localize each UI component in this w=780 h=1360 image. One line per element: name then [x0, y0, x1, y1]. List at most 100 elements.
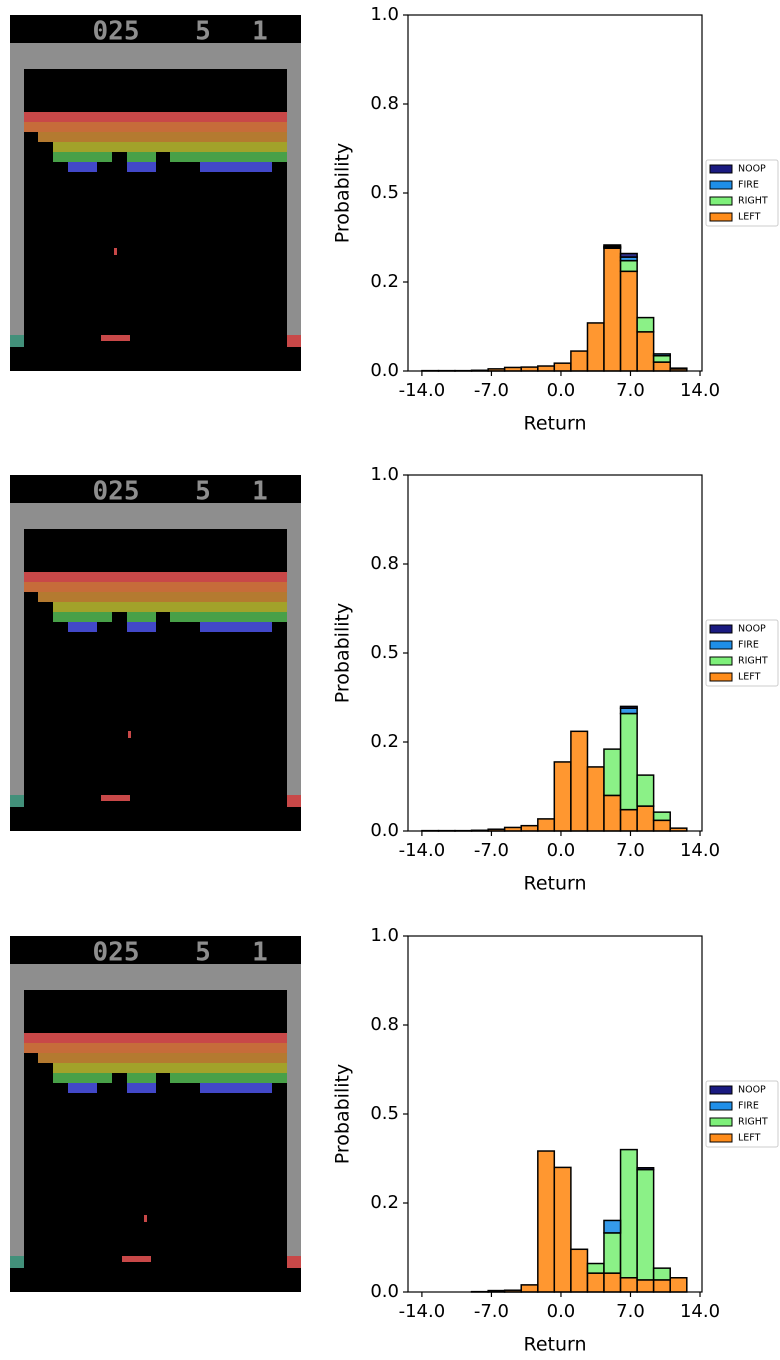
- legend-swatch: [709, 656, 733, 666]
- top-wall: [10, 43, 301, 69]
- bar: [520, 1284, 539, 1293]
- bar: [636, 1167, 655, 1171]
- legend-swatch: [709, 640, 733, 650]
- bar: [652, 353, 671, 357]
- score-text: 025: [93, 938, 140, 968]
- score-text: 5: [195, 477, 211, 507]
- brick-row: [38, 1053, 287, 1063]
- paddle: [122, 1256, 151, 1262]
- screen: [10, 475, 301, 831]
- brick-row: [38, 132, 287, 142]
- brick-row: [24, 122, 287, 132]
- legend-swatch: [709, 1133, 733, 1143]
- bar: [652, 1267, 671, 1281]
- y-tick-label: 0.8: [370, 93, 399, 114]
- y-tick-label: 0.2: [370, 271, 399, 292]
- bar: [619, 808, 638, 832]
- bar: [586, 322, 605, 372]
- x-tick-label: -7.0: [474, 840, 509, 861]
- brick-row: [24, 572, 287, 582]
- bar: [636, 774, 655, 807]
- brick-row: [38, 592, 287, 602]
- bar: [553, 761, 572, 832]
- x-tick-label: 7.0: [616, 1301, 645, 1322]
- brick-row: [53, 602, 287, 612]
- x-tick-label: -14.0: [399, 380, 446, 401]
- brick-row: [24, 1033, 287, 1043]
- ball: [128, 731, 131, 738]
- brick-row: [24, 1043, 287, 1053]
- legend-label: NOOP: [738, 624, 766, 635]
- y-tick-label: 1.0: [370, 4, 399, 25]
- score-text: 025: [93, 477, 140, 507]
- right-wall: [287, 990, 301, 1268]
- brick-row: [200, 162, 272, 172]
- legend-label: RIGHT: [738, 1117, 768, 1128]
- brick-row: [68, 1083, 97, 1093]
- brick-row: [53, 1063, 287, 1073]
- ball: [114, 248, 117, 255]
- legend-label: LEFT: [738, 212, 761, 223]
- bar: [603, 748, 622, 797]
- screen: [10, 936, 301, 1292]
- legend-swatch: [709, 164, 733, 174]
- right-wall: [287, 69, 301, 347]
- brick-row: [24, 582, 287, 592]
- bar: [603, 1272, 622, 1293]
- legend-label: RIGHT: [738, 656, 768, 667]
- score-text: 5: [195, 17, 211, 47]
- bar: [619, 270, 638, 372]
- legend-swatch: [709, 196, 733, 206]
- brick-row: [170, 152, 287, 162]
- bar: [619, 705, 638, 709]
- wall-base: [287, 335, 301, 347]
- bar: [652, 354, 671, 363]
- score-text: 1: [252, 477, 268, 507]
- paddle: [101, 335, 130, 341]
- bar: [603, 1232, 622, 1274]
- paddle: [101, 795, 130, 801]
- brick-row: [127, 162, 156, 172]
- legend-label: LEFT: [738, 672, 761, 683]
- y-tick-label: 0.5: [370, 182, 399, 203]
- bar: [619, 259, 638, 273]
- brick-row: [53, 152, 112, 162]
- wall-base: [10, 335, 24, 347]
- y-axis-label: Probability: [332, 1064, 354, 1164]
- bar: [570, 1248, 589, 1293]
- legend-swatch: [709, 1085, 733, 1095]
- bar: [636, 1279, 655, 1293]
- x-tick-label: 0.0: [547, 1301, 576, 1322]
- x-tick-label: 0.0: [547, 380, 576, 401]
- x-tick-label: 14.0: [680, 1301, 720, 1322]
- y-tick-label: 0.2: [370, 731, 399, 752]
- legend-label: RIGHT: [738, 196, 768, 207]
- brick-row: [68, 162, 97, 172]
- brick-row: [127, 612, 156, 622]
- bar: [603, 244, 622, 248]
- brick-row: [53, 1073, 112, 1083]
- bar: [553, 1166, 572, 1293]
- brick-row: [53, 612, 112, 622]
- score-text: 5: [195, 938, 211, 968]
- legend-box: [705, 159, 779, 227]
- x-axis-label: Return: [523, 1334, 586, 1356]
- bar: [603, 1219, 622, 1234]
- brick-row: [24, 112, 287, 122]
- x-tick-label: -7.0: [474, 380, 509, 401]
- bar: [619, 252, 638, 258]
- y-tick-label: 0.0: [370, 360, 399, 381]
- legend-label: FIRE: [738, 1101, 759, 1112]
- wall-base: [10, 795, 24, 807]
- bar: [586, 766, 605, 832]
- bar: [603, 247, 622, 372]
- legend-label: FIRE: [738, 180, 759, 191]
- bar: [619, 707, 638, 715]
- game-frame: 025 5 1: [10, 475, 301, 831]
- legend-swatch: [709, 1101, 733, 1111]
- legend-swatch: [709, 212, 733, 222]
- legend-box: [705, 1080, 779, 1148]
- top-wall: [10, 964, 301, 990]
- bar: [636, 316, 655, 333]
- bar: [619, 1148, 638, 1279]
